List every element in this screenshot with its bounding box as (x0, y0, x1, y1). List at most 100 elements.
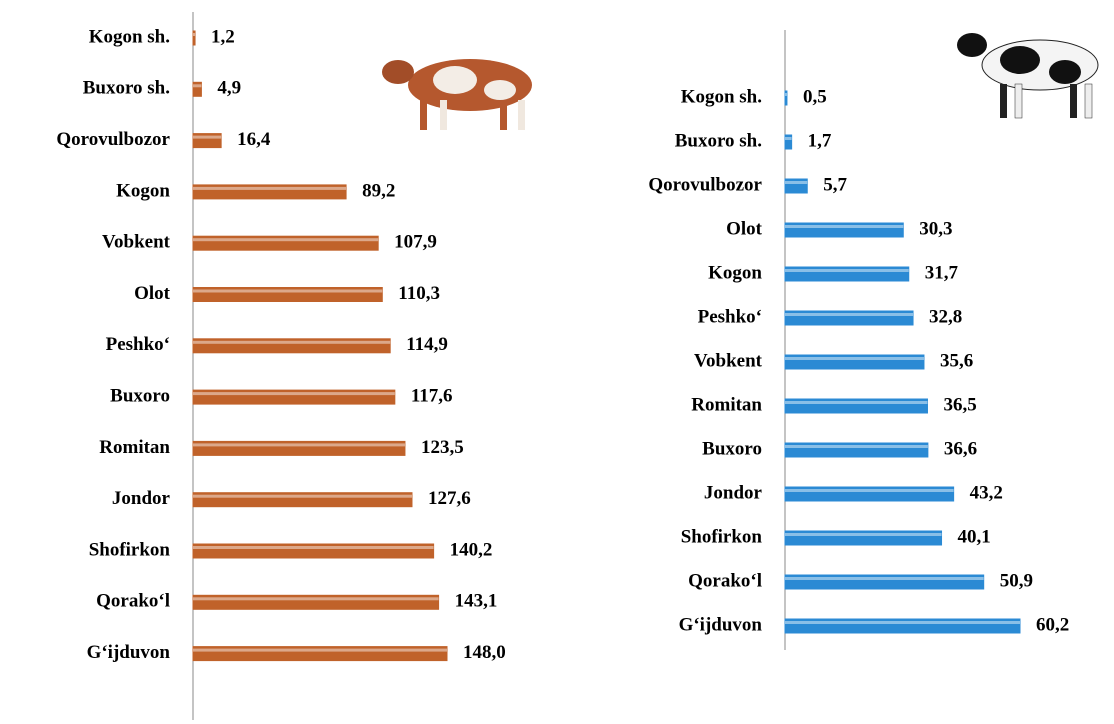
category-label: Olot (134, 283, 171, 304)
value-label: 148,0 (463, 642, 506, 663)
bar-highlight (193, 392, 395, 396)
bar (192, 646, 448, 662)
category-label: Jondor (704, 482, 763, 503)
value-label: 107,9 (394, 232, 437, 253)
bar (784, 266, 910, 282)
value-label: 50,9 (1000, 570, 1033, 591)
category-label: Kogon sh. (681, 86, 762, 107)
category-label: Kogon sh. (89, 26, 170, 47)
bar-highlight (193, 33, 196, 36)
bar-highlight (785, 401, 928, 404)
bar (784, 354, 925, 370)
bar (784, 310, 914, 326)
category-label: Buxoro (702, 438, 762, 459)
bar (784, 574, 985, 590)
bar (192, 338, 391, 354)
value-label: 32,8 (929, 306, 962, 327)
bar-highlight (785, 225, 904, 228)
bar-highlight (785, 137, 792, 140)
bar-highlight (785, 533, 942, 536)
bar-highlight (193, 546, 434, 549)
bar-highlight (193, 443, 405, 447)
bar-highlight (785, 181, 808, 184)
category-label: Romitan (691, 394, 762, 415)
value-label: 110,3 (398, 283, 440, 304)
value-label: 1,7 (808, 130, 832, 151)
value-label: 1,2 (211, 26, 235, 47)
value-label: 114,9 (406, 334, 448, 355)
value-label: 40,1 (958, 526, 991, 547)
bar-highlight (785, 621, 1020, 624)
category-label: Shofirkon (681, 526, 763, 547)
category-label: Buxoro sh. (675, 130, 762, 151)
bar (192, 389, 396, 405)
bar (192, 81, 202, 97)
value-label: 43,2 (970, 482, 1003, 503)
bar-highlight (785, 577, 984, 580)
category-label: Romitan (99, 437, 170, 458)
value-label: 60,2 (1036, 614, 1069, 635)
bar (784, 486, 955, 502)
category-label: G‘ijduvon (679, 614, 763, 635)
category-label: Qorovulbozor (56, 129, 170, 150)
bar (192, 594, 440, 610)
value-label: 123,5 (421, 437, 464, 458)
cow-illustration (957, 33, 1099, 119)
bar (192, 492, 413, 508)
bar (784, 442, 929, 458)
bar (192, 235, 379, 251)
bar (784, 134, 793, 150)
value-label: 143,1 (455, 591, 498, 612)
bar-highlight (193, 648, 447, 652)
bar-highlight (193, 340, 391, 344)
category-label: Peshko‘ (106, 334, 170, 355)
bar-highlight (785, 93, 787, 96)
bar-highlight (785, 269, 909, 272)
bar (192, 287, 383, 302)
category-label: Qorako‘l (688, 570, 762, 591)
value-label: 4,9 (217, 78, 241, 99)
bar (192, 440, 406, 456)
value-label: 140,2 (450, 539, 493, 560)
category-label: Qorovulbozor (648, 174, 762, 195)
value-label: 35,6 (940, 350, 973, 371)
category-label: Vobkent (694, 350, 763, 371)
value-label: 16,4 (237, 129, 271, 150)
value-label: 36,6 (944, 438, 977, 459)
value-label: 117,6 (411, 385, 453, 406)
bar-highlight (193, 84, 202, 88)
value-label: 5,7 (823, 174, 847, 195)
cow-illustration (382, 59, 532, 130)
bar-highlight (785, 313, 914, 316)
category-label: Olot (726, 218, 763, 239)
category-label: Peshko‘ (698, 306, 762, 327)
bar (784, 90, 788, 106)
category-label: Jondor (112, 488, 171, 509)
value-label: 0,5 (803, 86, 827, 107)
bar (784, 178, 808, 194)
bar-highlight (193, 135, 222, 139)
bar-highlight (193, 238, 379, 242)
category-label: Kogon (116, 180, 170, 201)
bar-highlight (193, 289, 383, 293)
value-label: 30,3 (919, 218, 952, 239)
category-label: G‘ijduvon (87, 642, 171, 663)
value-label: 31,7 (925, 262, 959, 283)
bar (784, 530, 943, 546)
bar (784, 222, 904, 238)
bar (784, 618, 1021, 634)
bar-highlight (785, 445, 928, 448)
bar (784, 398, 928, 414)
bar-highlight (193, 494, 412, 498)
bar (192, 543, 435, 559)
category-label: Shofirkon (89, 539, 171, 560)
bar-highlight (785, 489, 954, 492)
value-label: 89,2 (362, 180, 395, 201)
value-label: 127,6 (428, 488, 471, 509)
category-label: Buxoro sh. (83, 78, 170, 99)
bar (192, 30, 196, 46)
category-label: Buxoro (110, 385, 170, 406)
value-label: 36,5 (943, 394, 976, 415)
category-label: Vobkent (102, 232, 171, 253)
